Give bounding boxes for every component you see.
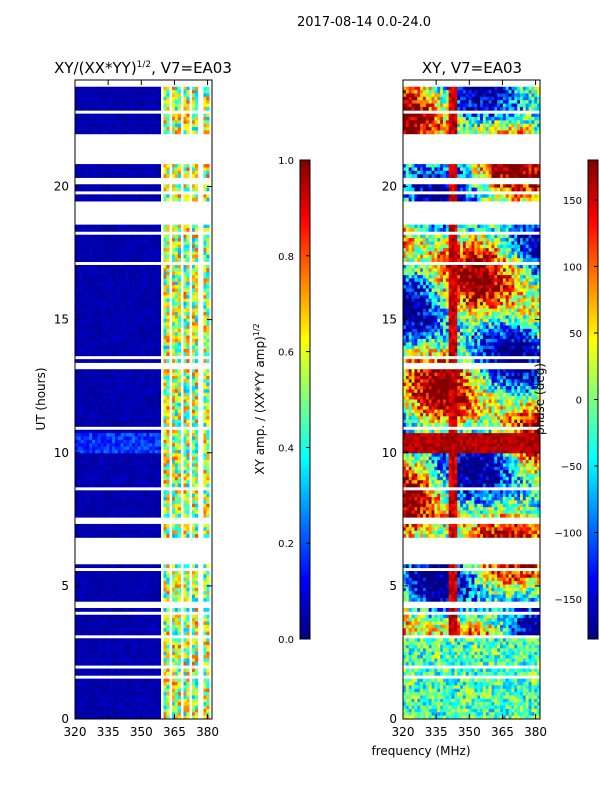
phase-colorbar-label: phase (deg) xyxy=(533,363,547,435)
coherence-colorbar-tick-label: 0.2 xyxy=(278,539,294,550)
coherence-panel: XY/(XX*YY)1/2, V7=EA03 320 335 350 365 380 0… xyxy=(34,59,232,739)
coherence-colorbar-tick-label: 0.4 xyxy=(278,443,294,454)
phase-colorbar-tick-label: −50 xyxy=(561,462,582,473)
phase-y-tick-label: 5 xyxy=(389,579,397,593)
phase-y-tick-label: 15 xyxy=(382,313,397,327)
phase-panel: XY, V7=EA03 320 335 350 365 380 0 5 10 15 20 xyxy=(382,59,547,739)
coherence-colorbar: 0.0 0.2 0.4 0.6 0.8 1.0 XY amp. / (XX*YY amp)… xyxy=(252,156,311,646)
phase-colorbar-tick-label: 50 xyxy=(569,329,582,340)
coherence-x-tick-label: 380 xyxy=(196,725,219,739)
phase-colorbar-ticks: −150 −100 −50 0 50 100 150 xyxy=(555,196,598,606)
phase-x-tick-label: 335 xyxy=(425,725,448,739)
phase-colorbar: −150 −100 −50 0 50 100 150 phase (deg) xyxy=(533,159,599,640)
coherence-y-ticks: 0 5 10 15 20 xyxy=(54,180,212,726)
phase-y-tick-label: 20 xyxy=(382,180,397,194)
coherence-x-tick-label: 335 xyxy=(97,725,120,739)
phase-colorbar-tick-label: 100 xyxy=(563,262,582,273)
coherence-x-ticks: 320 335 350 365 380 xyxy=(64,80,219,739)
coherence-y-tick-label: 20 xyxy=(54,180,69,194)
phase-y-tick-label: 10 xyxy=(382,446,397,460)
coherence-colorbar-tick-label: 1.0 xyxy=(278,156,294,167)
coherence-colorbar-tick-label: 0.6 xyxy=(278,348,294,359)
coherence-y-tick-label: 0 xyxy=(61,712,69,726)
coherence-colorbar-gradient xyxy=(299,159,311,640)
coherence-colorbar-ticks: 0.0 0.2 0.4 0.6 0.8 1.0 xyxy=(278,156,310,646)
coherence-panel-title: XY/(XX*YY)1/2, V7=EA03 xyxy=(54,59,232,77)
coherence-axes-frame xyxy=(74,79,213,720)
phase-colorbar-tick-label: 0 xyxy=(576,396,582,407)
phase-colorbar-tick-label: 150 xyxy=(563,196,582,207)
coherence-heatmap xyxy=(75,86,210,720)
coherence-colorbar-tick-label: 0.8 xyxy=(278,252,294,263)
phase-x-tick-label: 365 xyxy=(491,725,514,739)
coherence-x-tick-label: 320 xyxy=(64,725,87,739)
x-axis-label: frequency (MHz) xyxy=(371,744,470,758)
phase-colorbar-tick-label: −150 xyxy=(555,595,582,606)
coherence-colorbar-tick-label: 0.0 xyxy=(278,635,294,646)
phase-x-tick-label: 350 xyxy=(458,725,481,739)
phase-colorbar-tick-label: −100 xyxy=(555,529,582,540)
y-axis-label: UT (hours) xyxy=(34,367,48,430)
phase-heatmap xyxy=(403,86,541,720)
coherence-x-tick-label: 350 xyxy=(130,725,153,739)
coherence-y-tick-label: 15 xyxy=(54,313,69,327)
phase-x-tick-label: 320 xyxy=(392,725,415,739)
figure-suptitle: 2017-08-14 0.0-24.0 xyxy=(297,15,431,30)
phase-x-tick-label: 380 xyxy=(524,725,547,739)
phase-panel-title: XY, V7=EA03 xyxy=(422,59,522,77)
coherence-y-tick-label: 5 xyxy=(61,579,69,593)
phase-axes-frame xyxy=(402,79,541,720)
phase-x-ticks: 320 335 350 365 380 xyxy=(392,80,547,739)
phase-y-tick-label: 0 xyxy=(389,712,397,726)
phase-y-ticks: 0 5 10 15 20 xyxy=(382,180,540,726)
coherence-y-tick-label: 10 xyxy=(54,446,69,460)
coherence-colorbar-label: XY amp. / (XX*YY amp)1/2 xyxy=(252,323,267,474)
coherence-x-tick-label: 365 xyxy=(163,725,186,739)
